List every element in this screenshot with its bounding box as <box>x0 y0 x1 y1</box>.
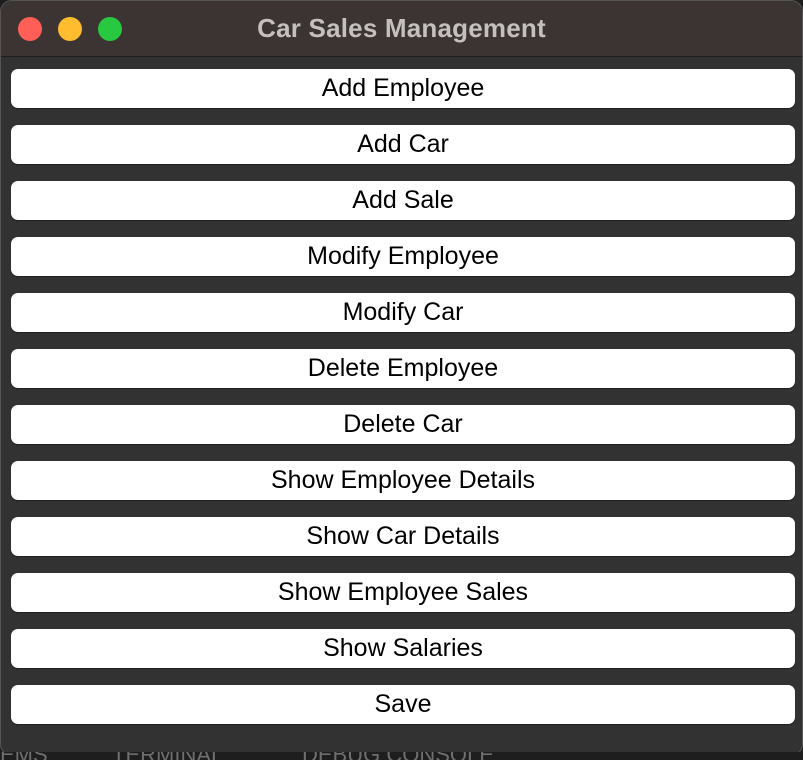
window-controls <box>18 17 122 41</box>
show-employee-details-button[interactable]: Show Employee Details <box>11 461 795 500</box>
window-title: Car Sales Management <box>257 13 546 43</box>
background-tab-ems: EMS <box>0 752 48 760</box>
background-tab-debug-console: DEBUG CONSOLE <box>302 752 494 760</box>
modify-car-button[interactable]: Modify Car <box>11 293 795 332</box>
save-button[interactable]: Save <box>11 685 795 724</box>
modify-employee-button[interactable]: Modify Employee <box>11 237 795 276</box>
delete-car-button[interactable]: Delete Car <box>11 405 795 444</box>
background-tab-terminal: TERMINAL <box>112 752 223 760</box>
title-bar[interactable]: Car Sales Management <box>1 1 802 57</box>
add-sale-button[interactable]: Add Sale <box>11 181 795 220</box>
zoom-window-icon[interactable] <box>98 17 122 41</box>
delete-employee-button[interactable]: Delete Employee <box>11 349 795 388</box>
close-window-icon[interactable] <box>18 17 42 41</box>
show-car-details-button[interactable]: Show Car Details <box>11 517 795 556</box>
minimize-window-icon[interactable] <box>58 17 82 41</box>
background-panel-tabs: EMS TERMINAL DEBUG CONSOLE <box>0 752 803 760</box>
menu-button-list: Add Employee Add Car Add Sale Modify Emp… <box>11 69 795 741</box>
show-salaries-button[interactable]: Show Salaries <box>11 629 795 668</box>
add-car-button[interactable]: Add Car <box>11 125 795 164</box>
show-employee-sales-button[interactable]: Show Employee Sales <box>11 573 795 612</box>
add-employee-button[interactable]: Add Employee <box>11 69 795 108</box>
